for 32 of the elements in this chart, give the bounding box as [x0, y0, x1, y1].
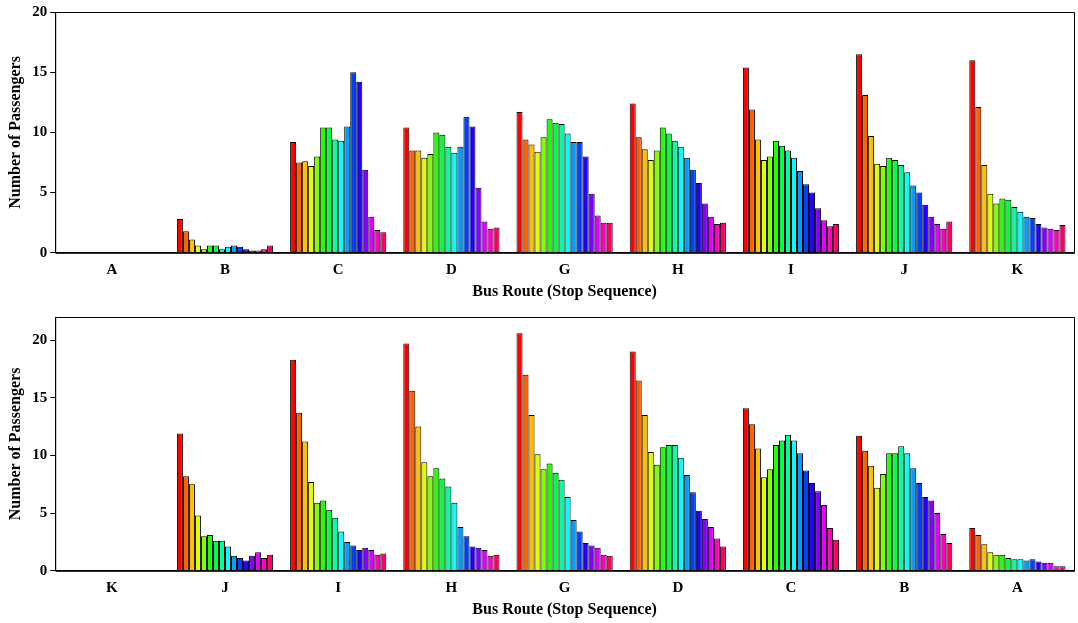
x-tick-label: J [221, 578, 230, 595]
x-tick-label: I [335, 578, 342, 595]
y-tick-label: 15 [32, 63, 48, 80]
y-tick-label: 15 [32, 388, 48, 405]
x-tick-label: C [785, 578, 797, 595]
x-tick-label: D [445, 260, 457, 277]
y-tick-label: 5 [39, 503, 48, 520]
x-tick-label: A [106, 260, 118, 277]
x-tick-label: D [672, 578, 684, 595]
x-tick-label: H [671, 260, 684, 277]
x-tick-label: G [558, 260, 571, 277]
x-tick-label: K [105, 578, 118, 595]
x-axis-title: Bus Route (Stop Sequence) [472, 281, 657, 300]
y-axis-title: Number of Passengers [5, 367, 24, 521]
y-tick-label: 10 [32, 123, 48, 140]
x-tick-label: C [332, 260, 344, 277]
x-tick-label: B [899, 578, 910, 595]
y-tick-label: 20 [32, 2, 48, 19]
x-tick-label: G [558, 578, 571, 595]
x-axis-title: Bus Route (Stop Sequence) [472, 599, 657, 618]
y-tick-label: 10 [32, 446, 48, 463]
y-tick-label: 0 [39, 243, 48, 260]
y-tick-label: 5 [39, 183, 48, 200]
x-tick-label: J [900, 260, 909, 277]
x-tick-label: H [445, 578, 458, 595]
y-axis-title: Number of Passengers [5, 56, 24, 209]
y-tick-label: 0 [39, 561, 48, 578]
x-tick-label: I [788, 260, 795, 277]
y-tick-label: 20 [32, 330, 48, 347]
x-tick-label: A [1011, 578, 1023, 595]
x-tick-label: K [1011, 260, 1024, 277]
x-tick-label: B [219, 260, 231, 277]
